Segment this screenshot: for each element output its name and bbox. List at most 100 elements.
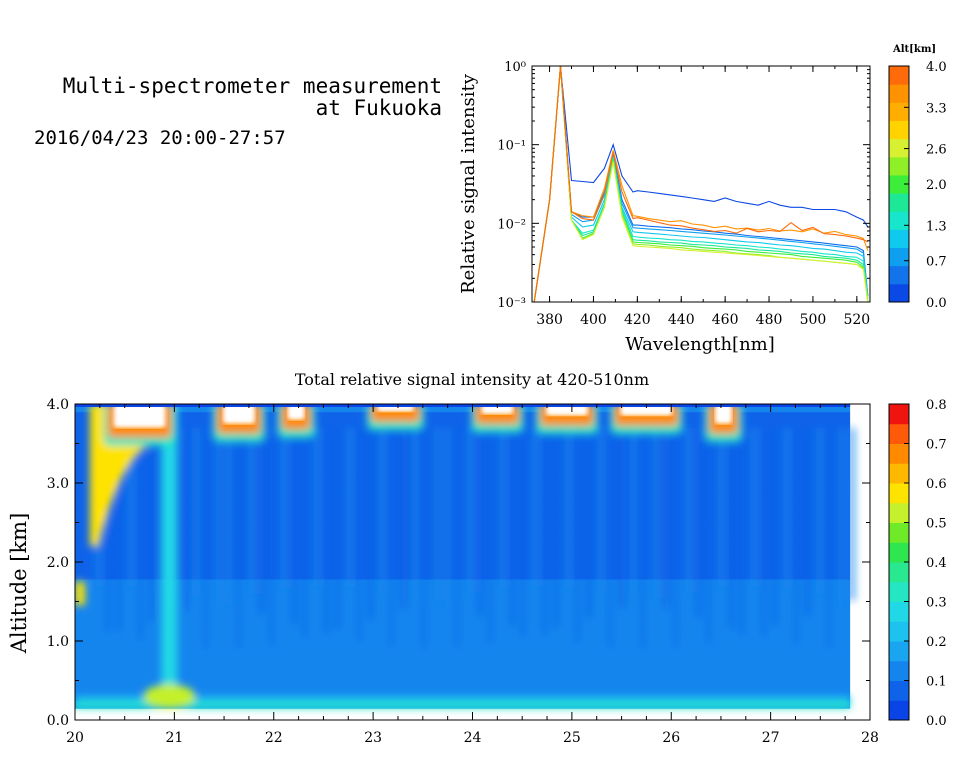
heatmap-cell-row [75, 457, 851, 466]
heatmap-streak [302, 427, 307, 639]
heatmap-streak [805, 427, 811, 616]
altitude-colorbar-block [889, 229, 909, 249]
altitude-colorbar-block [889, 66, 909, 85]
heatmap-cell-row [75, 518, 851, 527]
heatmap-surface-layer [75, 702, 851, 709]
figure-title-line-1: Multi-spectrometer measurement [62, 74, 442, 98]
heatmap-cell-row [75, 426, 851, 436]
heatmap-streak [400, 427, 407, 610]
spectrum-series-line [533, 66, 869, 302]
heatmap-field [75, 404, 856, 709]
heatmap-streak [116, 427, 121, 632]
heatmap-cell-row [75, 540, 851, 550]
figure-title-line-2: at Fukuoka [315, 96, 442, 120]
spectrum-x-tick-label: 440 [668, 312, 695, 328]
heatmap-streak [149, 427, 155, 622]
heatmap-streak [236, 427, 241, 649]
heatmap-x-ticks: 20 21 22 23 24 25 26 27 28 [66, 404, 879, 746]
heatmap-streak [663, 427, 669, 608]
heatmap-cell-row [75, 639, 851, 648]
altitude-colorbar-block [889, 156, 909, 176]
measurement-datetime: 2016/04/23 20:00-27:57 [34, 127, 286, 149]
spectrum-x-ticks: 380 400 420 440 460 480 500 520 [536, 66, 870, 328]
heatmap-y-axis-label: Altitude [km] [7, 513, 31, 655]
heatmap-y-tick-label: 4.0 [47, 397, 69, 413]
heatmap-cell-row [75, 434, 851, 443]
altitude-colorbar-tick-label: 1.3 [926, 219, 947, 234]
altitude-colorbar-tick-label: 0.0 [926, 296, 947, 311]
heatmap-cell-row [75, 624, 851, 633]
heatmap-streak [728, 427, 734, 628]
heatmap-cell-row [75, 578, 851, 588]
spectrum-x-tick-label: 380 [536, 312, 563, 328]
heatmap-cell-row [75, 662, 851, 671]
intensity-colorbar-tick-label: 0.1 [926, 675, 947, 690]
intensity-colorbar: 0.0 0.1 0.2 0.3 0.4 0.5 0.6 0.7 0.8 [888, 398, 947, 729]
heatmap-streak [717, 427, 725, 588]
heatmap-saturated-core [113, 404, 166, 428]
spectrum-y-tick-label: 10⁰ [504, 60, 526, 75]
heatmap-streak [739, 427, 744, 636]
spectrum-plot-frame [531, 65, 871, 303]
intensity-colorbar-tick-label: 0.4 [926, 556, 947, 571]
heatmap-streak [357, 427, 361, 642]
altitude-colorbar-blocks [889, 66, 909, 303]
intensity-colorbar-block [889, 700, 909, 721]
heatmap-chart: Total relative signal intensity at 420-5… [7, 370, 879, 746]
altitude-colorbar-ticks: 0.0 0.7 1.3 2.0 2.6 3.3 4.0 [904, 60, 947, 311]
spectrum-series-line [533, 66, 869, 302]
altitude-colorbar-block [889, 102, 909, 121]
heatmap-cell-row [75, 685, 851, 694]
spectrum-series-line [533, 66, 869, 302]
heatmap-x-tick-label: 22 [265, 730, 283, 746]
intensity-colorbar-block [889, 542, 909, 563]
heatmap-streak [335, 427, 340, 630]
heatmap-cell-row [75, 472, 851, 481]
heatmap-x-tick-label: 21 [165, 730, 183, 746]
heatmap-streak [368, 427, 374, 620]
heatmap-cell-row [75, 495, 851, 504]
spectrum-y-tick-label: 10⁻³ [497, 296, 526, 311]
heatmap-streak [226, 427, 232, 605]
heatmap-streak [652, 427, 659, 599]
heatmap-streak [346, 427, 354, 587]
spectrum-series-line [533, 66, 869, 302]
heatmap-streak [630, 427, 637, 599]
heatmap-streak [564, 427, 572, 588]
heatmap-y-ticks: 0.0 1.0 2.0 3.0 4.0 [47, 397, 870, 729]
intensity-colorbar-block [889, 522, 909, 543]
intensity-colorbar-block [889, 423, 909, 444]
altitude-colorbar-block [889, 193, 909, 212]
altitude-colorbar-block [889, 138, 909, 158]
spectrum-series-line [533, 66, 869, 302]
heatmap-streak [750, 427, 758, 586]
intensity-colorbar-block [889, 562, 909, 583]
intensity-colorbar-tick-label: 0.6 [926, 477, 947, 492]
heatmap-streak [291, 427, 297, 625]
heatmap-saturated-core [223, 404, 255, 424]
heatmap-aerosol-column [161, 404, 178, 705]
spectrum-x-tick-label: 480 [756, 312, 783, 328]
heatmap-y-tick-label: 0.0 [47, 713, 69, 729]
heatmap-streak [444, 427, 451, 606]
heatmap-x-tick-label: 24 [464, 730, 482, 746]
heatmap-streak [215, 427, 222, 602]
heatmap-streak [707, 427, 711, 643]
intensity-colorbar-block [889, 483, 909, 504]
heatmap-streak [379, 427, 386, 591]
heatmap-cell-row [75, 563, 851, 572]
spectrum-x-tick-label: 520 [843, 312, 870, 328]
altitude-colorbar-tick-label: 2.6 [926, 143, 947, 158]
intensity-colorbar-block [889, 502, 909, 523]
altitude-colorbar-tick-label: 4.0 [926, 60, 947, 75]
heatmap-cell-row [75, 533, 851, 542]
intensity-colorbar-block [889, 581, 909, 602]
altitude-colorbar-title: Alt[km] [892, 44, 936, 55]
spectrum-series-group [533, 66, 869, 302]
heatmap-streak [586, 427, 592, 618]
intensity-colorbar-ticks: 0.0 0.1 0.2 0.3 0.4 0.5 0.6 0.7 0.8 [904, 398, 947, 729]
intensity-colorbar-tick-label: 0.3 [926, 596, 947, 611]
heatmap-streak [204, 427, 208, 649]
heatmap-saturated-core [715, 404, 732, 424]
